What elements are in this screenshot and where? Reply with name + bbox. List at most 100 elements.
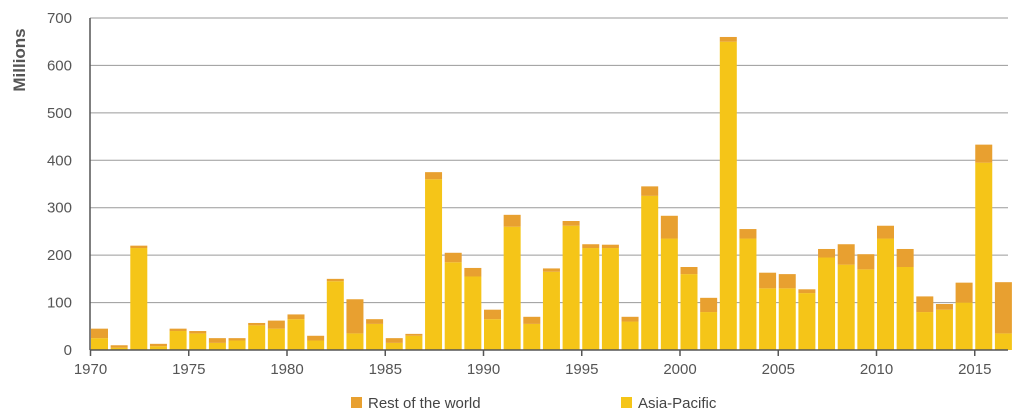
bar-asia-pacific-1993 bbox=[542, 271, 560, 350]
bar-rest-of-world-1985 bbox=[385, 338, 403, 343]
y-tick-label-300: 300 bbox=[47, 200, 72, 217]
bar-rest-of-world-1998 bbox=[641, 186, 659, 196]
bar-asia-pacific-2009 bbox=[857, 269, 875, 350]
x-tick-label-1980: 1980 bbox=[270, 361, 303, 378]
bar-rest-of-world-2010 bbox=[877, 225, 894, 239]
bar-asia-pacific-2004 bbox=[759, 288, 777, 350]
bar-rest-of-world-1984 bbox=[366, 319, 384, 324]
bar-rest-of-world-1990 bbox=[484, 309, 501, 320]
bar-asia-pacific-2003 bbox=[739, 238, 757, 350]
legend-swatch-asia-pacific bbox=[621, 397, 632, 408]
bar-rest-of-world-1994 bbox=[562, 220, 580, 226]
x-tick-label-2000: 2000 bbox=[663, 361, 696, 378]
legend-swatch-rest-of-world bbox=[351, 397, 362, 408]
bars bbox=[91, 36, 1012, 350]
bar-asia-pacific-1997 bbox=[621, 321, 639, 350]
axes bbox=[89, 18, 1008, 356]
bar-rest-of-world-2008 bbox=[837, 244, 855, 265]
y-tick-label-200: 200 bbox=[47, 247, 72, 264]
bar-asia-pacific-2005 bbox=[778, 288, 796, 350]
bar-rest-of-world-2004 bbox=[759, 272, 777, 289]
bar-asia-pacific-1984 bbox=[366, 323, 384, 350]
bar-asia-pacific-1977 bbox=[228, 340, 246, 350]
x-tick-label-2005: 2005 bbox=[762, 361, 795, 378]
bar-rest-of-world-1972 bbox=[130, 245, 148, 249]
bar-rest-of-world-1975 bbox=[189, 331, 207, 334]
y-tick-labels: 0 100 200 300 400 500 600 700 bbox=[47, 10, 72, 359]
bar-rest-of-world-2001 bbox=[700, 297, 718, 313]
bar-asia-pacific-2015 bbox=[975, 162, 993, 350]
bar-rest-of-world-1973 bbox=[149, 343, 167, 347]
bar-asia-pacific-1975 bbox=[189, 333, 207, 350]
bar-rest-of-world-2015 bbox=[975, 144, 993, 163]
bar-asia-pacific-1999 bbox=[660, 238, 678, 350]
bar-rest-of-world-1981 bbox=[307, 335, 325, 341]
bar-rest-of-world-1988 bbox=[444, 252, 462, 263]
x-tick-label-1975: 1975 bbox=[172, 361, 205, 378]
y-tick-label-0: 0 bbox=[64, 342, 72, 359]
bar-rest-of-world-1971 bbox=[110, 345, 128, 348]
legend-label-asia-pacific: Asia-Pacific bbox=[638, 395, 717, 412]
bar-rest-of-world-1980 bbox=[287, 314, 305, 320]
bar-asia-pacific-2007 bbox=[818, 257, 836, 350]
bar-asia-pacific-1973 bbox=[149, 346, 167, 350]
x-tick-label-1970: 1970 bbox=[74, 361, 107, 378]
bar-rest-of-world-1974 bbox=[169, 328, 187, 332]
bar-rest-of-world-1987 bbox=[425, 172, 443, 180]
bar-rest-of-world-1993 bbox=[542, 268, 560, 272]
bar-rest-of-world-2014 bbox=[955, 282, 973, 303]
bar-rest-of-world-2016 bbox=[994, 282, 1012, 334]
gridlines bbox=[90, 17, 1008, 304]
y-tick-label-400: 400 bbox=[47, 152, 72, 169]
bar-asia-pacific-1976 bbox=[208, 342, 226, 350]
y-tick-label-100: 100 bbox=[47, 295, 72, 312]
bar-asia-pacific-1998 bbox=[641, 195, 659, 350]
bar-asia-pacific-1981 bbox=[307, 340, 325, 350]
bar-asia-pacific-2000 bbox=[680, 274, 698, 350]
y-tick-label-500: 500 bbox=[47, 105, 72, 122]
bar-asia-pacific-2014 bbox=[955, 302, 973, 350]
bar-rest-of-world-1983 bbox=[346, 299, 364, 334]
y-axis-title: Millions bbox=[10, 28, 29, 91]
bar-asia-pacific-2002 bbox=[719, 41, 737, 350]
x-tick-labels: 1970 1975 1980 1985 1990 1995 2000 2005 2010 2015 bbox=[74, 361, 992, 378]
bar-rest-of-world-1982 bbox=[326, 278, 344, 282]
bar-asia-pacific-1974 bbox=[169, 331, 187, 350]
bar-asia-pacific-1991 bbox=[503, 226, 521, 350]
bar-asia-pacific-1990 bbox=[484, 319, 501, 350]
legend: Rest of the world Asia-Pacific bbox=[351, 395, 717, 412]
bar-rest-of-world-1995 bbox=[582, 244, 600, 249]
bar-rest-of-world-2007 bbox=[818, 248, 836, 258]
bar-rest-of-world-1997 bbox=[621, 316, 639, 322]
bar-asia-pacific-1982 bbox=[326, 281, 344, 350]
bar-rest-of-world-2011 bbox=[896, 248, 914, 267]
y-tick-label-600: 600 bbox=[47, 57, 72, 74]
bar-asia-pacific-2001 bbox=[700, 312, 718, 350]
bar-asia-pacific-2013 bbox=[935, 309, 953, 350]
bar-rest-of-world-2005 bbox=[778, 274, 796, 289]
bar-asia-pacific-2006 bbox=[798, 293, 816, 350]
bar-rest-of-world-1989 bbox=[464, 267, 482, 277]
legend-label-rest-of-world: Rest of the world bbox=[368, 395, 481, 412]
bar-rest-of-world-2009 bbox=[857, 254, 875, 270]
bar-rest-of-world-1999 bbox=[660, 215, 678, 239]
bar-asia-pacific-2010 bbox=[877, 238, 894, 350]
bar-asia-pacific-1971 bbox=[110, 347, 128, 350]
bar-rest-of-world-2013 bbox=[935, 303, 953, 310]
bar-rest-of-world-1970 bbox=[91, 328, 108, 339]
bar-asia-pacific-1979 bbox=[267, 328, 285, 350]
bar-rest-of-world-2000 bbox=[680, 267, 698, 275]
bar-rest-of-world-2012 bbox=[916, 296, 934, 313]
bar-rest-of-world-1976 bbox=[208, 338, 226, 343]
x-tick-label-1995: 1995 bbox=[565, 361, 598, 378]
bar-asia-pacific-1994 bbox=[562, 225, 580, 350]
x-tick-label-2015: 2015 bbox=[958, 361, 991, 378]
bar-rest-of-world-1977 bbox=[228, 338, 246, 341]
bar-asia-pacific-1970 bbox=[91, 338, 108, 350]
bar-asia-pacific-1983 bbox=[346, 333, 364, 350]
bar-asia-pacific-1996 bbox=[601, 248, 619, 350]
x-tick-label-2010: 2010 bbox=[860, 361, 893, 378]
bar-rest-of-world-1996 bbox=[601, 244, 619, 249]
bar-asia-pacific-1972 bbox=[130, 248, 148, 350]
